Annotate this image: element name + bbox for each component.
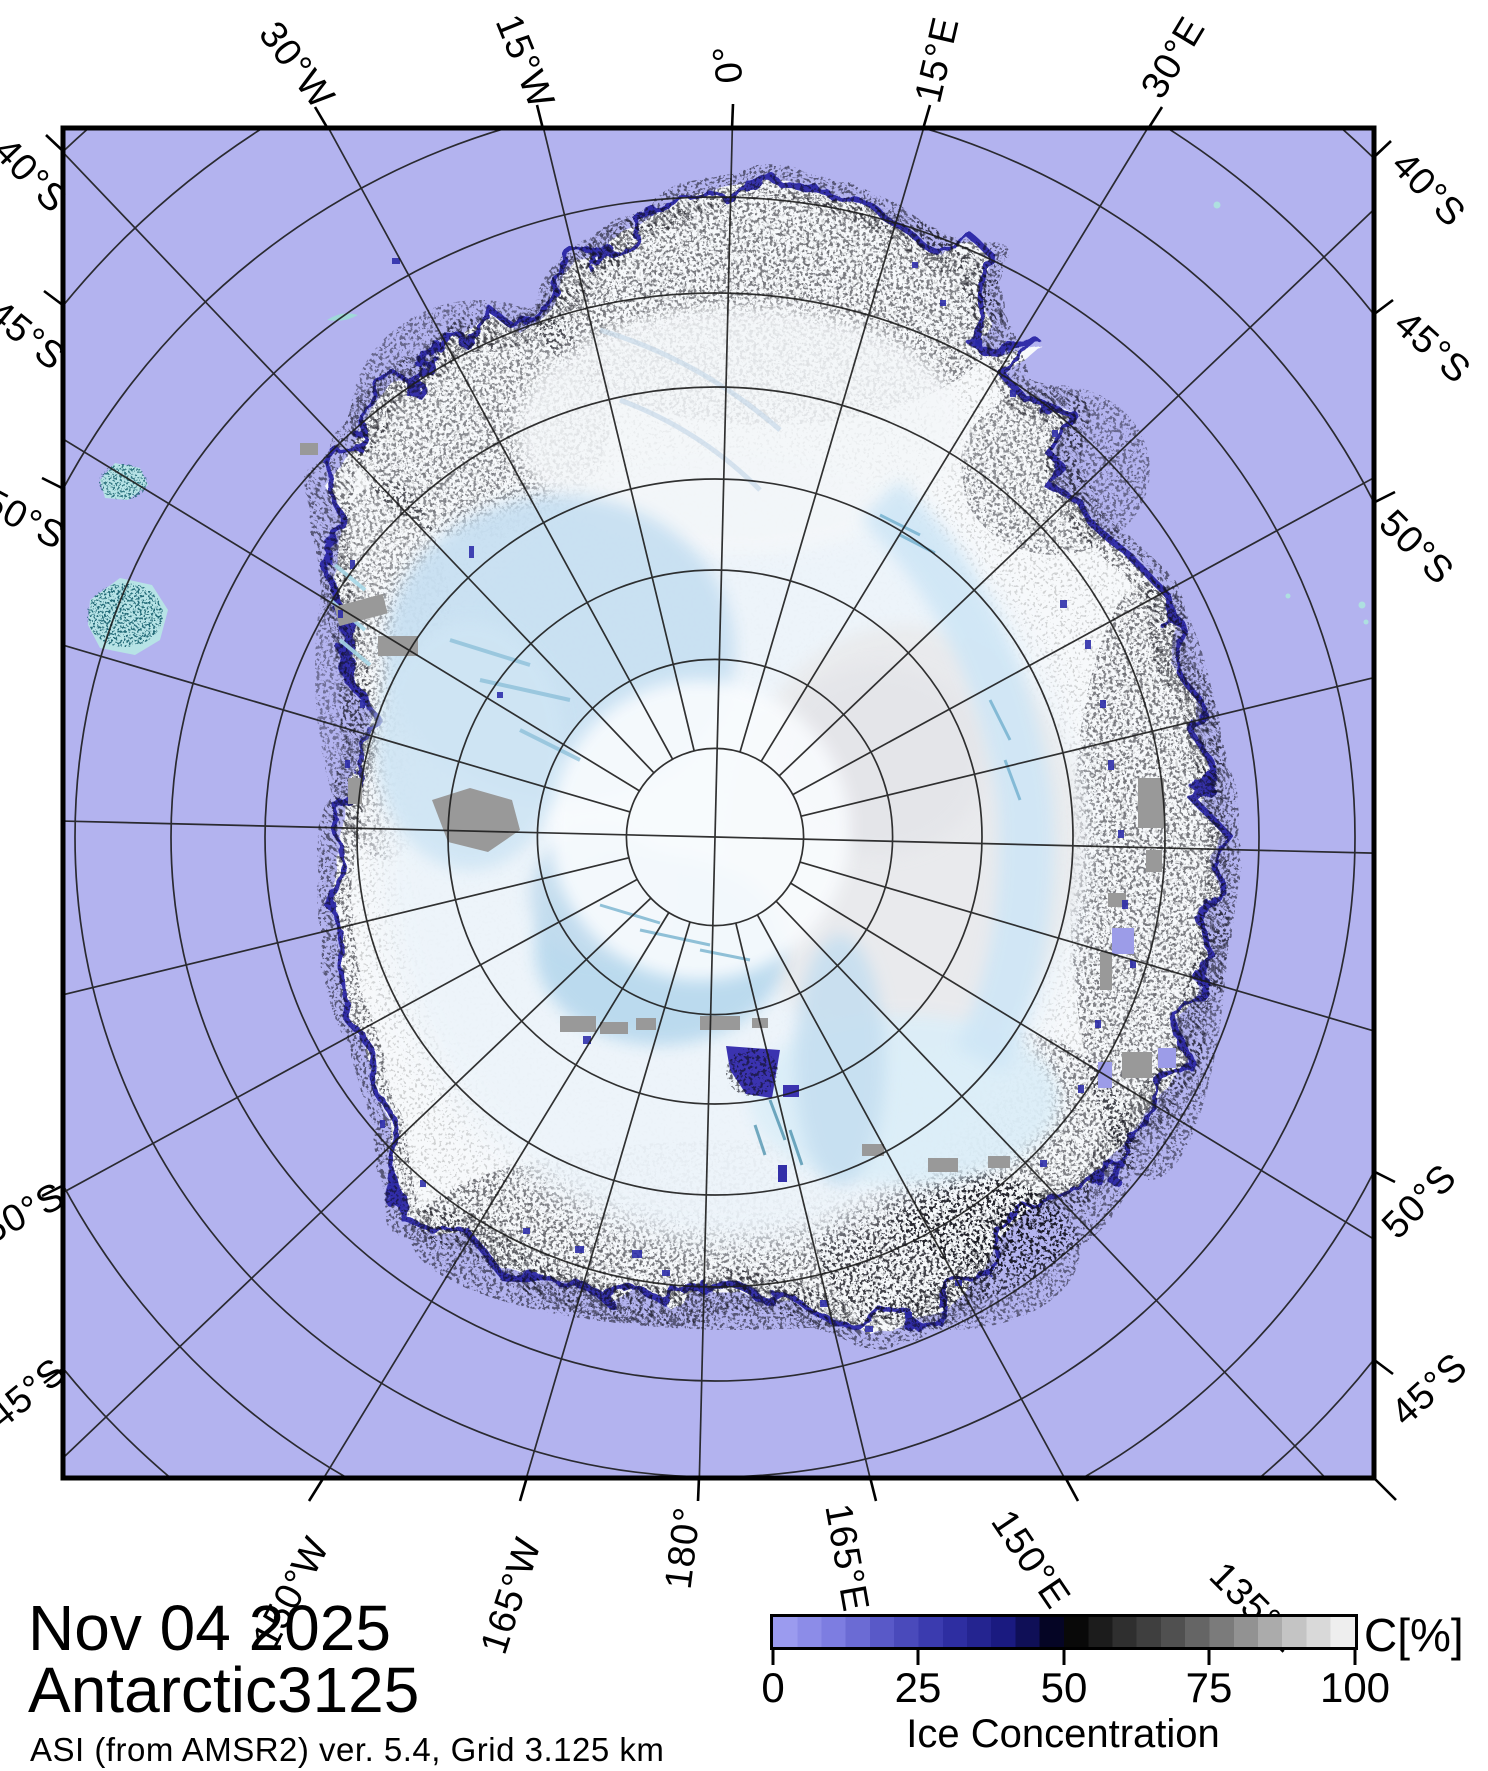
low-concentration-pockets <box>338 258 1176 1332</box>
date-label: Nov 04 2025 <box>28 1592 391 1664</box>
meridian-label: 0° <box>705 42 752 86</box>
colorbar-tick-label: 0 <box>761 1664 785 1711</box>
map-frame <box>60 125 1377 1481</box>
colorbar-unit-label: C[%] <box>1364 1609 1464 1661</box>
colorbar-tick-label: 75 <box>1185 1664 1233 1711</box>
source-label: ASI (from AMSR2) ver. 5.4, Grid 3.125 km <box>30 1731 665 1768</box>
ice-concentration-colorbar <box>770 1614 1358 1650</box>
colorbar-tick-label: 100 <box>1319 1664 1391 1711</box>
colorbar-axis-label: Ice Concentration <box>906 1712 1220 1756</box>
caption-block: Nov 04 2025 Antarctic3125 <box>28 1596 419 1722</box>
colorbar-tick-label: 25 <box>894 1664 942 1711</box>
colorbar-tick-label: 50 <box>1040 1664 1088 1711</box>
dataset-label: Antarctic3125 <box>28 1654 420 1726</box>
navy-specks <box>338 258 1136 1332</box>
land-mask-fragments <box>300 443 1164 1172</box>
